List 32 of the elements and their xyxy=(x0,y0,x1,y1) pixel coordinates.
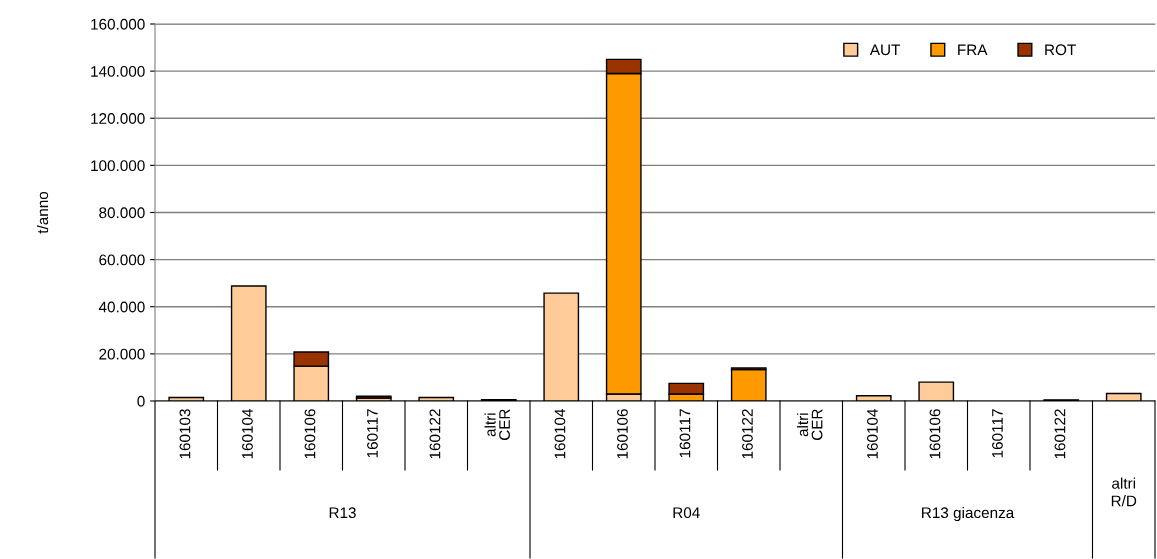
legend-label: FRA xyxy=(958,44,988,56)
y-tick-label: 0 xyxy=(137,395,145,407)
y-tick-label: 20.000 xyxy=(99,348,145,360)
y-tick-label: 140.000 xyxy=(91,65,145,77)
y-axis-title: t/anno xyxy=(36,191,49,234)
x-tick-label: 160104 xyxy=(867,408,878,459)
text: R13 giacenza xyxy=(922,506,1015,522)
x-tick-label: 160117 xyxy=(679,409,691,458)
x-tick-label: 160122 xyxy=(1054,409,1066,459)
y-tick-label: 160.000 xyxy=(91,18,145,30)
x-tick-label: altri CER xyxy=(797,409,823,441)
x-tick-label: 160122 xyxy=(742,409,753,459)
y-tick-label: 120.000 xyxy=(91,113,145,124)
x-tick-label: 160104 xyxy=(554,408,566,459)
x-tick-label: 160104 xyxy=(242,408,253,459)
x-tick-label: 160117 xyxy=(367,409,378,458)
x-tick-label: 160106 xyxy=(617,409,628,459)
legend-label: AUT xyxy=(869,44,901,56)
y-tick-label: 100.000 xyxy=(91,160,145,172)
text: R04 xyxy=(673,507,700,519)
legend-label: ROT xyxy=(1045,44,1076,56)
text: altri R/D xyxy=(1111,477,1137,507)
x-tick-label: 160117 xyxy=(992,409,1003,458)
x-tick-label: 160103 xyxy=(179,409,191,459)
y-tick-label: 60.000 xyxy=(99,254,145,266)
x-tick-label: 160106 xyxy=(304,409,316,459)
x-tick-label: altri CER xyxy=(484,409,510,441)
x-tick-label: 160106 xyxy=(929,409,941,459)
y-tick-label: 40.000 xyxy=(98,301,145,313)
y-tick-label: 80.000 xyxy=(99,207,145,219)
x-tick-label: 160122 xyxy=(429,409,441,459)
text: R13 xyxy=(329,507,356,519)
